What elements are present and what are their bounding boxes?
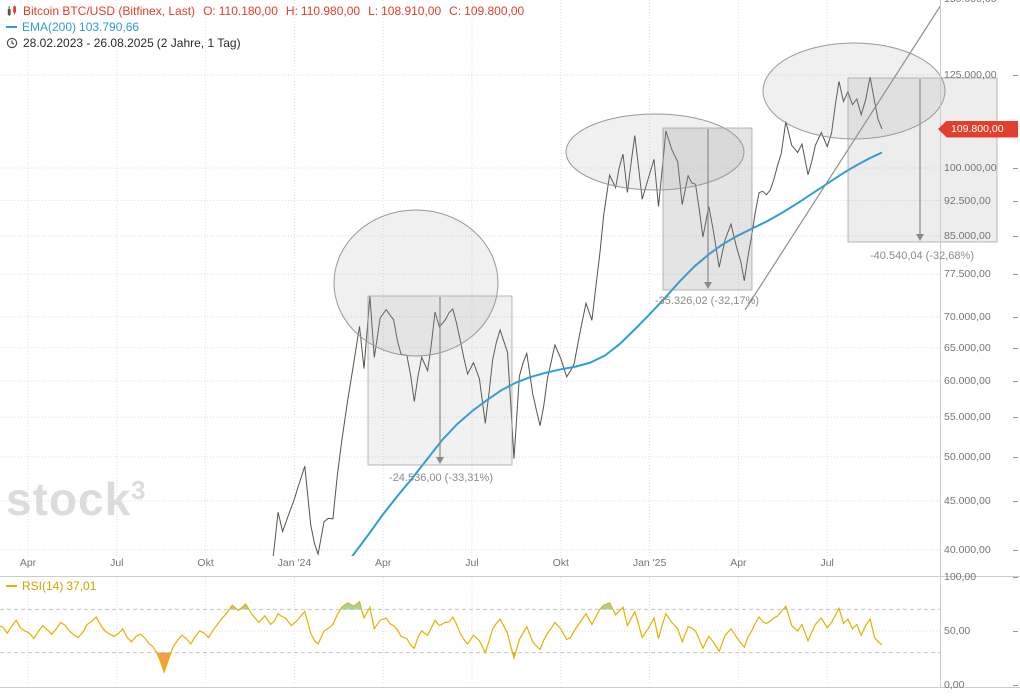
price-tick-label: 45.000,00 bbox=[944, 495, 1020, 507]
price-tick-label: 60.000,00 bbox=[944, 375, 1020, 387]
time-tick-label: Jul bbox=[110, 557, 124, 569]
rsi-legend: RSI(14) 37,01 bbox=[6, 579, 96, 593]
price-tick-label: 65.000,00 bbox=[944, 342, 1020, 354]
price-tick-label: 125.000,00 bbox=[944, 69, 1020, 81]
open-value: 110.180,00 bbox=[218, 4, 278, 18]
chart-legend: Bitcoin BTC/USD (Bitfinex, Last) O: 110.… bbox=[6, 3, 524, 51]
ema-legend-row: EMA(200) 103.790,66 bbox=[6, 19, 524, 35]
price-tick-label: 150.000,00 bbox=[944, 0, 1020, 5]
rsi-line-swatch bbox=[6, 585, 17, 587]
time-tick-label: Apr bbox=[730, 557, 747, 569]
time-tick-label: Apr bbox=[375, 557, 392, 569]
close-value: 109.800,00 bbox=[464, 4, 525, 18]
ema-label: EMA(200) bbox=[22, 20, 77, 34]
close-label: C: bbox=[449, 4, 462, 18]
price-tick-label: 92.500,00 bbox=[944, 195, 1020, 207]
time-tick-label: Jul bbox=[820, 557, 834, 569]
time-tick-label: Jul bbox=[465, 557, 479, 569]
time-tick-label: Okt bbox=[552, 557, 569, 569]
time-tick-label: Jan '24 bbox=[277, 557, 312, 569]
rsi-value: 37,01 bbox=[66, 579, 97, 593]
time-tick-label: Okt bbox=[197, 557, 214, 569]
time-tick-label: Jan '25 bbox=[632, 557, 667, 569]
price-tick-label: 70.000,00 bbox=[944, 311, 1020, 323]
high-label: H: bbox=[285, 4, 298, 18]
ema-value: 103.790,66 bbox=[79, 20, 140, 34]
time-axis[interactable]: Apr Jul Okt Jan '24 Apr Jul Okt Jan '25 Apr Jul bbox=[0, 557, 940, 573]
date-range-row: 28.02.2023 - 26.08.2025 (2 Jahre, 1 Tag) bbox=[6, 35, 524, 51]
candlestick-icon bbox=[6, 5, 18, 17]
rsi-tick-label: 50,00 bbox=[944, 625, 1020, 637]
low-value: 108.910,00 bbox=[381, 4, 442, 18]
rsi-tick-label: 0,00 bbox=[944, 679, 1020, 691]
last-price-badge: 109.800,00 bbox=[938, 120, 1018, 138]
clock-icon bbox=[6, 37, 18, 49]
open-label: O: bbox=[203, 4, 216, 18]
high-value: 110.980,00 bbox=[300, 4, 361, 18]
price-tick-label: 40.000,00 bbox=[944, 544, 1020, 556]
price-tick-label: 55.000,00 bbox=[944, 411, 1020, 423]
instrument-legend-row: Bitcoin BTC/USD (Bitfinex, Last) O: 110.… bbox=[6, 3, 524, 19]
price-tick-label: 100.000,00 bbox=[944, 162, 1020, 174]
time-tick-label: Apr bbox=[19, 557, 37, 569]
price-tick-label: 50.000,00 bbox=[944, 451, 1020, 463]
rsi-axis[interactable]: 100,00 50,00 0,00 bbox=[944, 0, 1020, 692]
stock3-logo-watermark: stock3 bbox=[6, 473, 147, 525]
price-tick-label: 77.500,00 bbox=[944, 268, 1020, 280]
low-label: L: bbox=[368, 4, 379, 18]
ema-line-swatch bbox=[6, 26, 17, 28]
rsi-label: RSI(14) bbox=[22, 579, 64, 593]
instrument-title: Bitcoin BTC/USD (Bitfinex, Last) bbox=[23, 4, 196, 18]
date-range: 28.02.2023 - 26.08.2025 bbox=[23, 36, 154, 50]
price-axis[interactable]: 150.000,00 125.000,00 100.000,00 92.500,00 8… bbox=[944, 0, 1020, 692]
date-duration: (2 Jahre, 1 Tag) bbox=[156, 36, 241, 50]
price-tick-label: 85.000,00 bbox=[944, 230, 1020, 242]
rsi-tick-label: 100,00 bbox=[944, 571, 1020, 583]
